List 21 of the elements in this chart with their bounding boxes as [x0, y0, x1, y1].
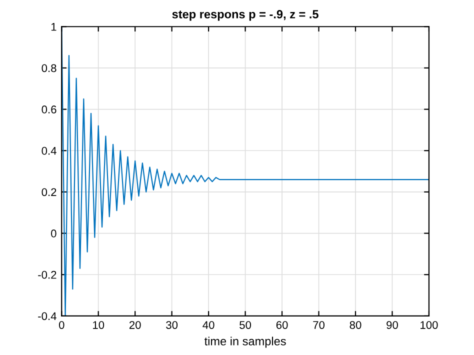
x-axis-title: time in samples: [204, 336, 286, 348]
x-tick-label: 40: [202, 321, 214, 329]
y-tick-label: 0.4: [42, 146, 56, 155]
x-tick-label: 30: [166, 321, 178, 329]
x-tick-label: 100: [420, 321, 438, 329]
x-tick-label: 80: [350, 321, 362, 329]
y-tick-label: -0.2: [38, 270, 56, 279]
x-tick-label: 0: [58, 321, 64, 329]
x-tick-label: 70: [313, 321, 325, 329]
x-tick-label: 10: [93, 321, 104, 329]
y-tick-label: -0.4: [38, 312, 56, 320]
y-tick-label: 0.6: [42, 106, 56, 114]
x-tick-label: 20: [129, 321, 141, 329]
chart-title: step respons p = -.9, z = .5: [172, 10, 318, 21]
x-tick-label: 90: [386, 321, 398, 329]
y-tick-label: 0: [51, 230, 56, 238]
x-tick-label: 50: [240, 321, 252, 329]
x-tick-label: 60: [276, 321, 288, 329]
y-tick-label: 0.2: [42, 188, 56, 196]
y-tick-label: 0.8: [42, 64, 56, 72]
y-tick-label: 1: [51, 23, 56, 31]
